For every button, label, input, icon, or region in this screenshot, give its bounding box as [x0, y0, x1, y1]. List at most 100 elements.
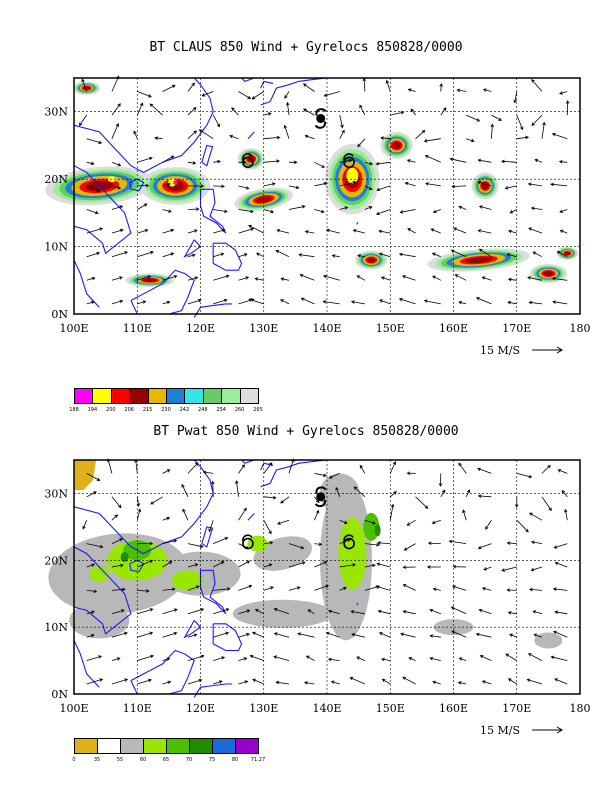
wind-arrow [381, 657, 391, 662]
pwat-lime-region [171, 570, 204, 591]
wind-arrow [263, 135, 281, 140]
wind-arrow [403, 543, 416, 551]
pwat-darkgreen-region [120, 551, 129, 562]
coastline-segment [247, 131, 255, 140]
colorbar-swatch [221, 388, 241, 404]
wind-arrow [238, 227, 255, 234]
wind-arrow [213, 274, 230, 281]
colorbar-label: 65 [162, 757, 170, 763]
wind-arrow [162, 155, 175, 163]
wind-arrow [432, 587, 441, 592]
cloud-blob [465, 257, 493, 264]
wind-arrow [429, 634, 441, 638]
grid-and-axes: 100E 110E 120E 130E 140E 150E 160E 170E 180 30N 20… [44, 459, 591, 737]
gyre-symbol-tail [242, 534, 253, 542]
wind-arrow [162, 469, 171, 474]
coastline-segment [129, 178, 145, 192]
wind-arrow [162, 209, 172, 213]
x-tick-label: 150E [376, 702, 405, 715]
wind-arrow [339, 129, 345, 139]
wind-arrow [408, 657, 416, 661]
wind-arrow [251, 631, 264, 638]
x-tick-label: 120E [186, 322, 215, 335]
wind-arrow [238, 276, 250, 281]
wind-arrow [335, 486, 341, 497]
wind-arrow [213, 587, 231, 591]
wind-arrow [162, 587, 176, 592]
pwat-darkgreen-region [374, 524, 381, 537]
wind-arrow [429, 656, 441, 661]
wind-arrow [187, 82, 195, 92]
wind-arrow [254, 277, 264, 281]
wind-arrow [359, 104, 366, 116]
wind-arrow [137, 183, 150, 188]
claus-map-panel: 100E 110E 120E 130E 140E 150E 160E 170E 180 30N 20… [44, 75, 591, 357]
x-tick-label: 130E [249, 702, 278, 715]
wind-arrow [137, 541, 154, 546]
wind-arrow [327, 609, 340, 615]
colorbar-swatch [235, 738, 259, 754]
wind-arrow [485, 519, 492, 530]
wind-arrow [378, 252, 391, 258]
cloud-blob [564, 251, 571, 256]
wind-arrow [424, 155, 441, 163]
colorbar-label: 200 [106, 407, 116, 413]
wind-arrow [187, 229, 198, 234]
wind-arrow [314, 542, 323, 546]
wind-arrow [238, 560, 251, 568]
wind-arrow [531, 78, 543, 92]
wind-arrow [263, 112, 272, 116]
wind-arrow [553, 543, 568, 549]
wind-arrow [162, 657, 171, 661]
wind-arrow [273, 632, 290, 638]
x-tick-label: 100E [59, 322, 88, 335]
wind-arrow [356, 275, 366, 281]
wind-arrow [187, 633, 198, 638]
wind-arrow [305, 655, 315, 661]
wind-arrow [565, 100, 570, 116]
wind-arrow [477, 494, 492, 498]
wind-arrow [425, 182, 441, 187]
colorbar-swatch [129, 388, 149, 404]
wind-arrow [322, 274, 340, 281]
colorbar-label: 55 [116, 757, 124, 763]
wind-arrow [137, 228, 149, 234]
wind-arrow [527, 182, 543, 187]
wind-arrow [407, 88, 416, 92]
wind-arrow [213, 537, 229, 544]
x-tick-label: 140E [312, 322, 341, 335]
wind-arrow [111, 103, 121, 116]
wind-arrow [137, 654, 155, 661]
wind-arrow [330, 680, 340, 685]
wind-arrow [541, 121, 546, 139]
wind-arrow [162, 252, 175, 258]
wind-arrow [254, 609, 264, 615]
wind-arrow [137, 156, 153, 163]
wind-arrow [431, 519, 441, 525]
wind-arrow [187, 543, 204, 548]
y-tick-label: 30N [44, 106, 68, 119]
colorbar-swatch [110, 388, 131, 404]
coastline-group [73, 77, 359, 318]
wind-arrow [263, 586, 274, 591]
wind-arrow [86, 251, 101, 258]
wind-arrow [378, 229, 391, 234]
wind-arrow [406, 471, 416, 476]
wind-arrow [212, 114, 220, 128]
wind-arrow [263, 159, 280, 163]
wind-arrow [516, 114, 524, 131]
wind-arrow [162, 275, 178, 281]
wind-arrow [213, 184, 225, 189]
wind-arrow [438, 473, 443, 487]
colorbar-swatch [97, 738, 121, 754]
x-tick-label: 170E [502, 702, 531, 715]
wind-arrow [187, 184, 205, 188]
coastline-segment [73, 546, 132, 635]
colorbar-swatch [74, 388, 94, 404]
wind-arrow [187, 654, 205, 661]
wind-arrow [505, 653, 518, 661]
wind-arrow [162, 84, 176, 92]
cloud-blob [143, 278, 157, 283]
y-tick-label: 20N [44, 173, 68, 186]
wind-arrow [322, 300, 340, 305]
